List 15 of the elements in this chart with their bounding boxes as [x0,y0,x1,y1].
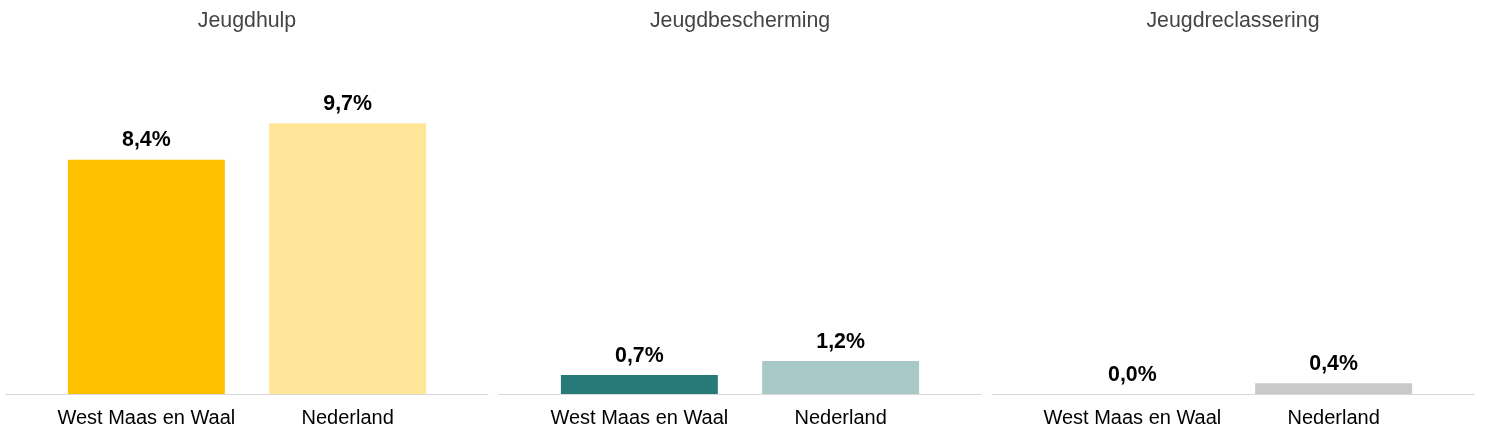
x-tick-label: Nederland [794,405,887,428]
data-label: 9,7% [323,91,372,116]
x-tick-label: West Maas en Waal [1043,405,1222,428]
data-label: 1,2% [816,328,865,353]
data-label: 0,4% [1309,351,1358,376]
data-label: 8,4% [122,127,171,152]
chart-title: Jeugdbescherming [649,7,831,32]
data-label: 0,7% [615,342,664,367]
x-tick-label: Nederland [301,405,394,428]
chart-title: Jeugdreclassering [1146,7,1320,32]
x-tick-label: West Maas en Waal [57,405,236,428]
chart-title: Jeugdhulp [197,7,297,32]
data-label: 0,0% [1108,362,1157,387]
x-tick-label: Nederland [1287,405,1380,428]
x-tick-label: West Maas en Waal [550,405,729,428]
